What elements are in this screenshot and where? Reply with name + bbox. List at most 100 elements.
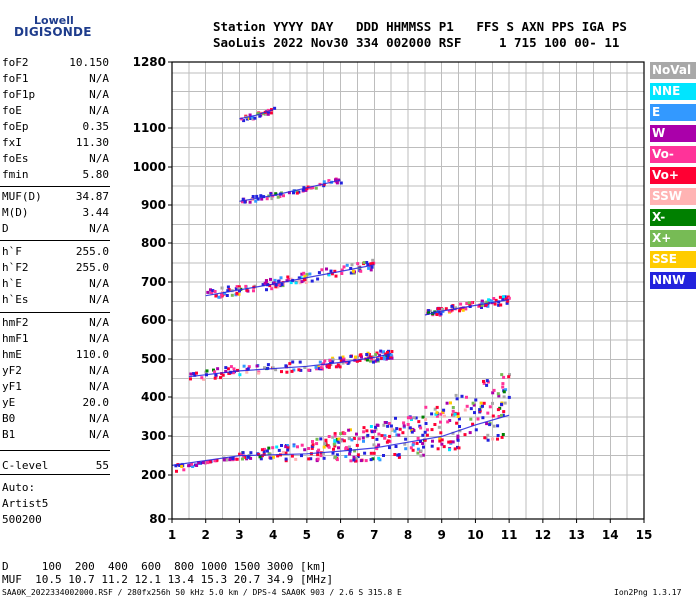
- echo-mark: [257, 112, 261, 116]
- echo-mark: [402, 421, 406, 425]
- echo-mark: [333, 439, 337, 443]
- echo-mark: [487, 298, 491, 302]
- echo-mark: [496, 434, 500, 437]
- echo-mark: [332, 442, 336, 446]
- param-value: N/A: [89, 293, 109, 306]
- echo-mark: [180, 465, 184, 468]
- echo-mark: [397, 433, 401, 437]
- echo-mark: [435, 414, 439, 418]
- echo-mark: [458, 309, 461, 313]
- param-value: 3.44: [82, 206, 110, 219]
- echo-mark: [289, 281, 293, 285]
- param-name: h`F2: [2, 261, 29, 274]
- echo-mark: [334, 274, 338, 278]
- echo-mark: [325, 267, 328, 271]
- echo-mark: [271, 455, 275, 459]
- y-tick-label: 1280: [133, 55, 166, 69]
- echo-mark: [189, 377, 192, 381]
- echo-mark: [441, 410, 445, 414]
- footer-distance-row: D 100 200 400 600 800 1000 1500 3000 [km…: [2, 560, 327, 573]
- echo-mark: [433, 423, 437, 426]
- echo-mark: [300, 280, 304, 284]
- echo-mark: [389, 355, 392, 359]
- param-value: 255.0: [75, 261, 109, 274]
- footer-muf-row: MUF 10.5 10.7 11.2 12.1 13.4 15.3 20.7 3…: [2, 573, 334, 586]
- echo-mark: [453, 447, 457, 451]
- echo-mark: [333, 441, 337, 444]
- echo-mark: [223, 291, 227, 295]
- echo-mark: [410, 429, 413, 432]
- echo-mark: [471, 422, 475, 426]
- param-name: hmF1: [2, 332, 29, 345]
- echo-mark: [369, 451, 373, 455]
- param-row-fof1: foF1 N/A: [2, 72, 109, 86]
- echo-mark: [374, 427, 378, 431]
- echo-mark: [200, 376, 204, 380]
- echo-mark: [295, 189, 299, 193]
- echo-mark: [201, 461, 205, 464]
- echo-mark: [308, 186, 312, 190]
- echo-mark: [331, 435, 335, 439]
- echo-mark: [445, 401, 449, 405]
- echo-mark: [389, 353, 393, 357]
- echo-mark: [262, 112, 265, 116]
- echo-mark: [424, 422, 428, 425]
- echo-mark: [302, 277, 306, 281]
- echo-mark: [439, 312, 443, 316]
- echo-mark: [269, 111, 273, 115]
- echo-mark: [491, 437, 495, 441]
- param-value: 10.150: [69, 56, 109, 69]
- echo-mark: [266, 363, 270, 367]
- echo-mark: [419, 440, 422, 443]
- echo-mark: [490, 299, 494, 303]
- echo-mark: [389, 424, 393, 428]
- param-separator: [0, 240, 110, 241]
- echo-mark: [315, 442, 319, 446]
- echo-mark: [456, 415, 460, 418]
- echo-mark: [354, 355, 357, 359]
- echo-mark: [280, 444, 283, 447]
- echo-mark: [465, 404, 469, 408]
- echo-mark: [448, 419, 452, 422]
- echo-mark: [347, 436, 351, 440]
- echo-mark: [464, 307, 468, 311]
- echo-mark: [241, 457, 244, 461]
- echo-mark: [221, 373, 225, 377]
- echo-mark: [321, 451, 325, 455]
- echo-mark: [401, 431, 405, 435]
- echo-mark: [382, 423, 386, 427]
- echo-mark: [362, 430, 366, 434]
- param-name: M(D): [2, 206, 29, 219]
- logo-digisonde: DIGISONDE: [14, 25, 92, 39]
- echo-mark: [395, 433, 399, 437]
- auto-label: Auto:: [2, 481, 36, 494]
- echo-mark: [356, 262, 360, 266]
- echo-mark: [456, 412, 460, 416]
- echo-mark: [447, 309, 451, 313]
- echo-mark: [290, 454, 294, 458]
- echo-mark: [238, 373, 242, 377]
- echo-mark: [268, 284, 272, 288]
- echo-mark: [481, 404, 484, 408]
- echo-mark: [502, 410, 506, 414]
- echo-mark: [339, 359, 343, 363]
- echo-mark: [318, 367, 321, 371]
- echo-mark: [450, 308, 454, 312]
- y-tick-label: 200: [141, 468, 166, 482]
- echo-mark: [340, 272, 344, 275]
- echo-mark: [243, 200, 247, 204]
- echo-mark: [338, 356, 342, 360]
- param-name: fmin: [2, 168, 29, 181]
- echo-mark: [441, 308, 444, 311]
- echo-mark: [265, 288, 268, 292]
- echo-mark: [465, 302, 469, 305]
- echo-mark: [447, 440, 451, 444]
- param-row-fof1p: foF1p N/A: [2, 88, 109, 102]
- echo-mark: [288, 362, 292, 366]
- echo-mark: [435, 405, 439, 409]
- echo-mark: [481, 416, 485, 420]
- echo-mark: [307, 457, 311, 461]
- echo-mark: [357, 437, 361, 441]
- param-name: yE: [2, 396, 16, 409]
- echo-mark: [310, 444, 314, 448]
